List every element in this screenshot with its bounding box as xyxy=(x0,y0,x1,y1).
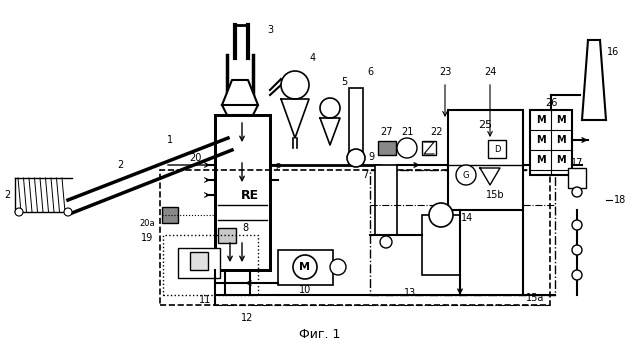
Text: 1: 1 xyxy=(167,135,173,145)
Bar xyxy=(488,140,506,158)
Polygon shape xyxy=(222,80,258,105)
Text: RE: RE xyxy=(241,189,259,202)
Text: D: D xyxy=(493,144,500,153)
Text: 4: 4 xyxy=(310,53,316,63)
Circle shape xyxy=(380,236,392,248)
Bar xyxy=(160,170,550,305)
Bar xyxy=(178,248,220,278)
Circle shape xyxy=(429,203,453,227)
Bar xyxy=(278,250,333,285)
Polygon shape xyxy=(480,168,500,185)
Text: M: M xyxy=(536,135,546,145)
Text: p: p xyxy=(275,161,280,170)
Polygon shape xyxy=(281,99,309,138)
Bar xyxy=(215,115,270,270)
Text: M: M xyxy=(300,262,310,272)
Text: 22: 22 xyxy=(431,127,444,137)
Text: 2: 2 xyxy=(117,160,123,170)
Text: 15a: 15a xyxy=(526,293,544,303)
Text: 2: 2 xyxy=(4,190,10,200)
Polygon shape xyxy=(320,118,340,145)
Text: 25: 25 xyxy=(478,120,492,130)
Bar xyxy=(448,110,523,210)
Circle shape xyxy=(572,245,582,255)
Text: 18: 18 xyxy=(614,195,626,205)
Bar xyxy=(162,207,178,223)
Text: 16: 16 xyxy=(607,47,620,57)
Circle shape xyxy=(572,270,582,280)
Text: 19: 19 xyxy=(141,233,153,243)
Circle shape xyxy=(572,220,582,230)
Circle shape xyxy=(456,165,476,185)
Text: 21: 21 xyxy=(401,127,413,137)
Text: 27: 27 xyxy=(381,127,393,137)
Text: M: M xyxy=(556,115,566,125)
Text: 5: 5 xyxy=(341,77,347,87)
Text: 11: 11 xyxy=(199,295,211,305)
Polygon shape xyxy=(222,105,258,115)
Text: 14: 14 xyxy=(461,213,473,223)
Text: 20a: 20a xyxy=(140,218,155,227)
Text: M: M xyxy=(556,135,566,145)
Circle shape xyxy=(64,208,72,216)
Text: 3: 3 xyxy=(267,25,273,35)
Text: G: G xyxy=(463,171,469,180)
Circle shape xyxy=(281,71,309,99)
Text: 23: 23 xyxy=(439,67,451,77)
Bar xyxy=(349,88,363,158)
Bar xyxy=(375,165,397,235)
Text: 7: 7 xyxy=(362,170,368,180)
Text: 15b: 15b xyxy=(486,190,504,200)
Bar xyxy=(163,235,258,295)
Bar xyxy=(370,170,555,295)
Circle shape xyxy=(330,259,346,275)
Circle shape xyxy=(320,98,340,118)
Text: 24: 24 xyxy=(484,67,496,77)
Bar xyxy=(378,141,396,155)
Text: M: M xyxy=(536,155,546,165)
Circle shape xyxy=(397,138,417,158)
Bar xyxy=(422,215,460,275)
Text: 26: 26 xyxy=(545,98,557,108)
Text: 9: 9 xyxy=(369,152,375,162)
Circle shape xyxy=(347,149,365,167)
Text: M: M xyxy=(536,115,546,125)
Bar xyxy=(218,228,236,243)
Bar xyxy=(190,252,208,270)
Text: 6: 6 xyxy=(367,67,373,77)
Text: Фиг. 1: Фиг. 1 xyxy=(300,329,340,342)
Circle shape xyxy=(572,187,582,197)
Polygon shape xyxy=(582,40,606,120)
Bar xyxy=(422,141,436,155)
Circle shape xyxy=(15,208,23,216)
Text: M: M xyxy=(556,155,566,165)
Circle shape xyxy=(293,255,317,279)
Text: 20: 20 xyxy=(189,153,201,163)
Text: 10: 10 xyxy=(299,285,311,295)
Bar xyxy=(568,168,586,188)
Text: 13: 13 xyxy=(404,288,416,298)
Text: 8: 8 xyxy=(242,223,248,233)
Text: 17: 17 xyxy=(571,158,583,168)
Text: 12: 12 xyxy=(241,313,253,323)
Bar xyxy=(530,110,572,175)
